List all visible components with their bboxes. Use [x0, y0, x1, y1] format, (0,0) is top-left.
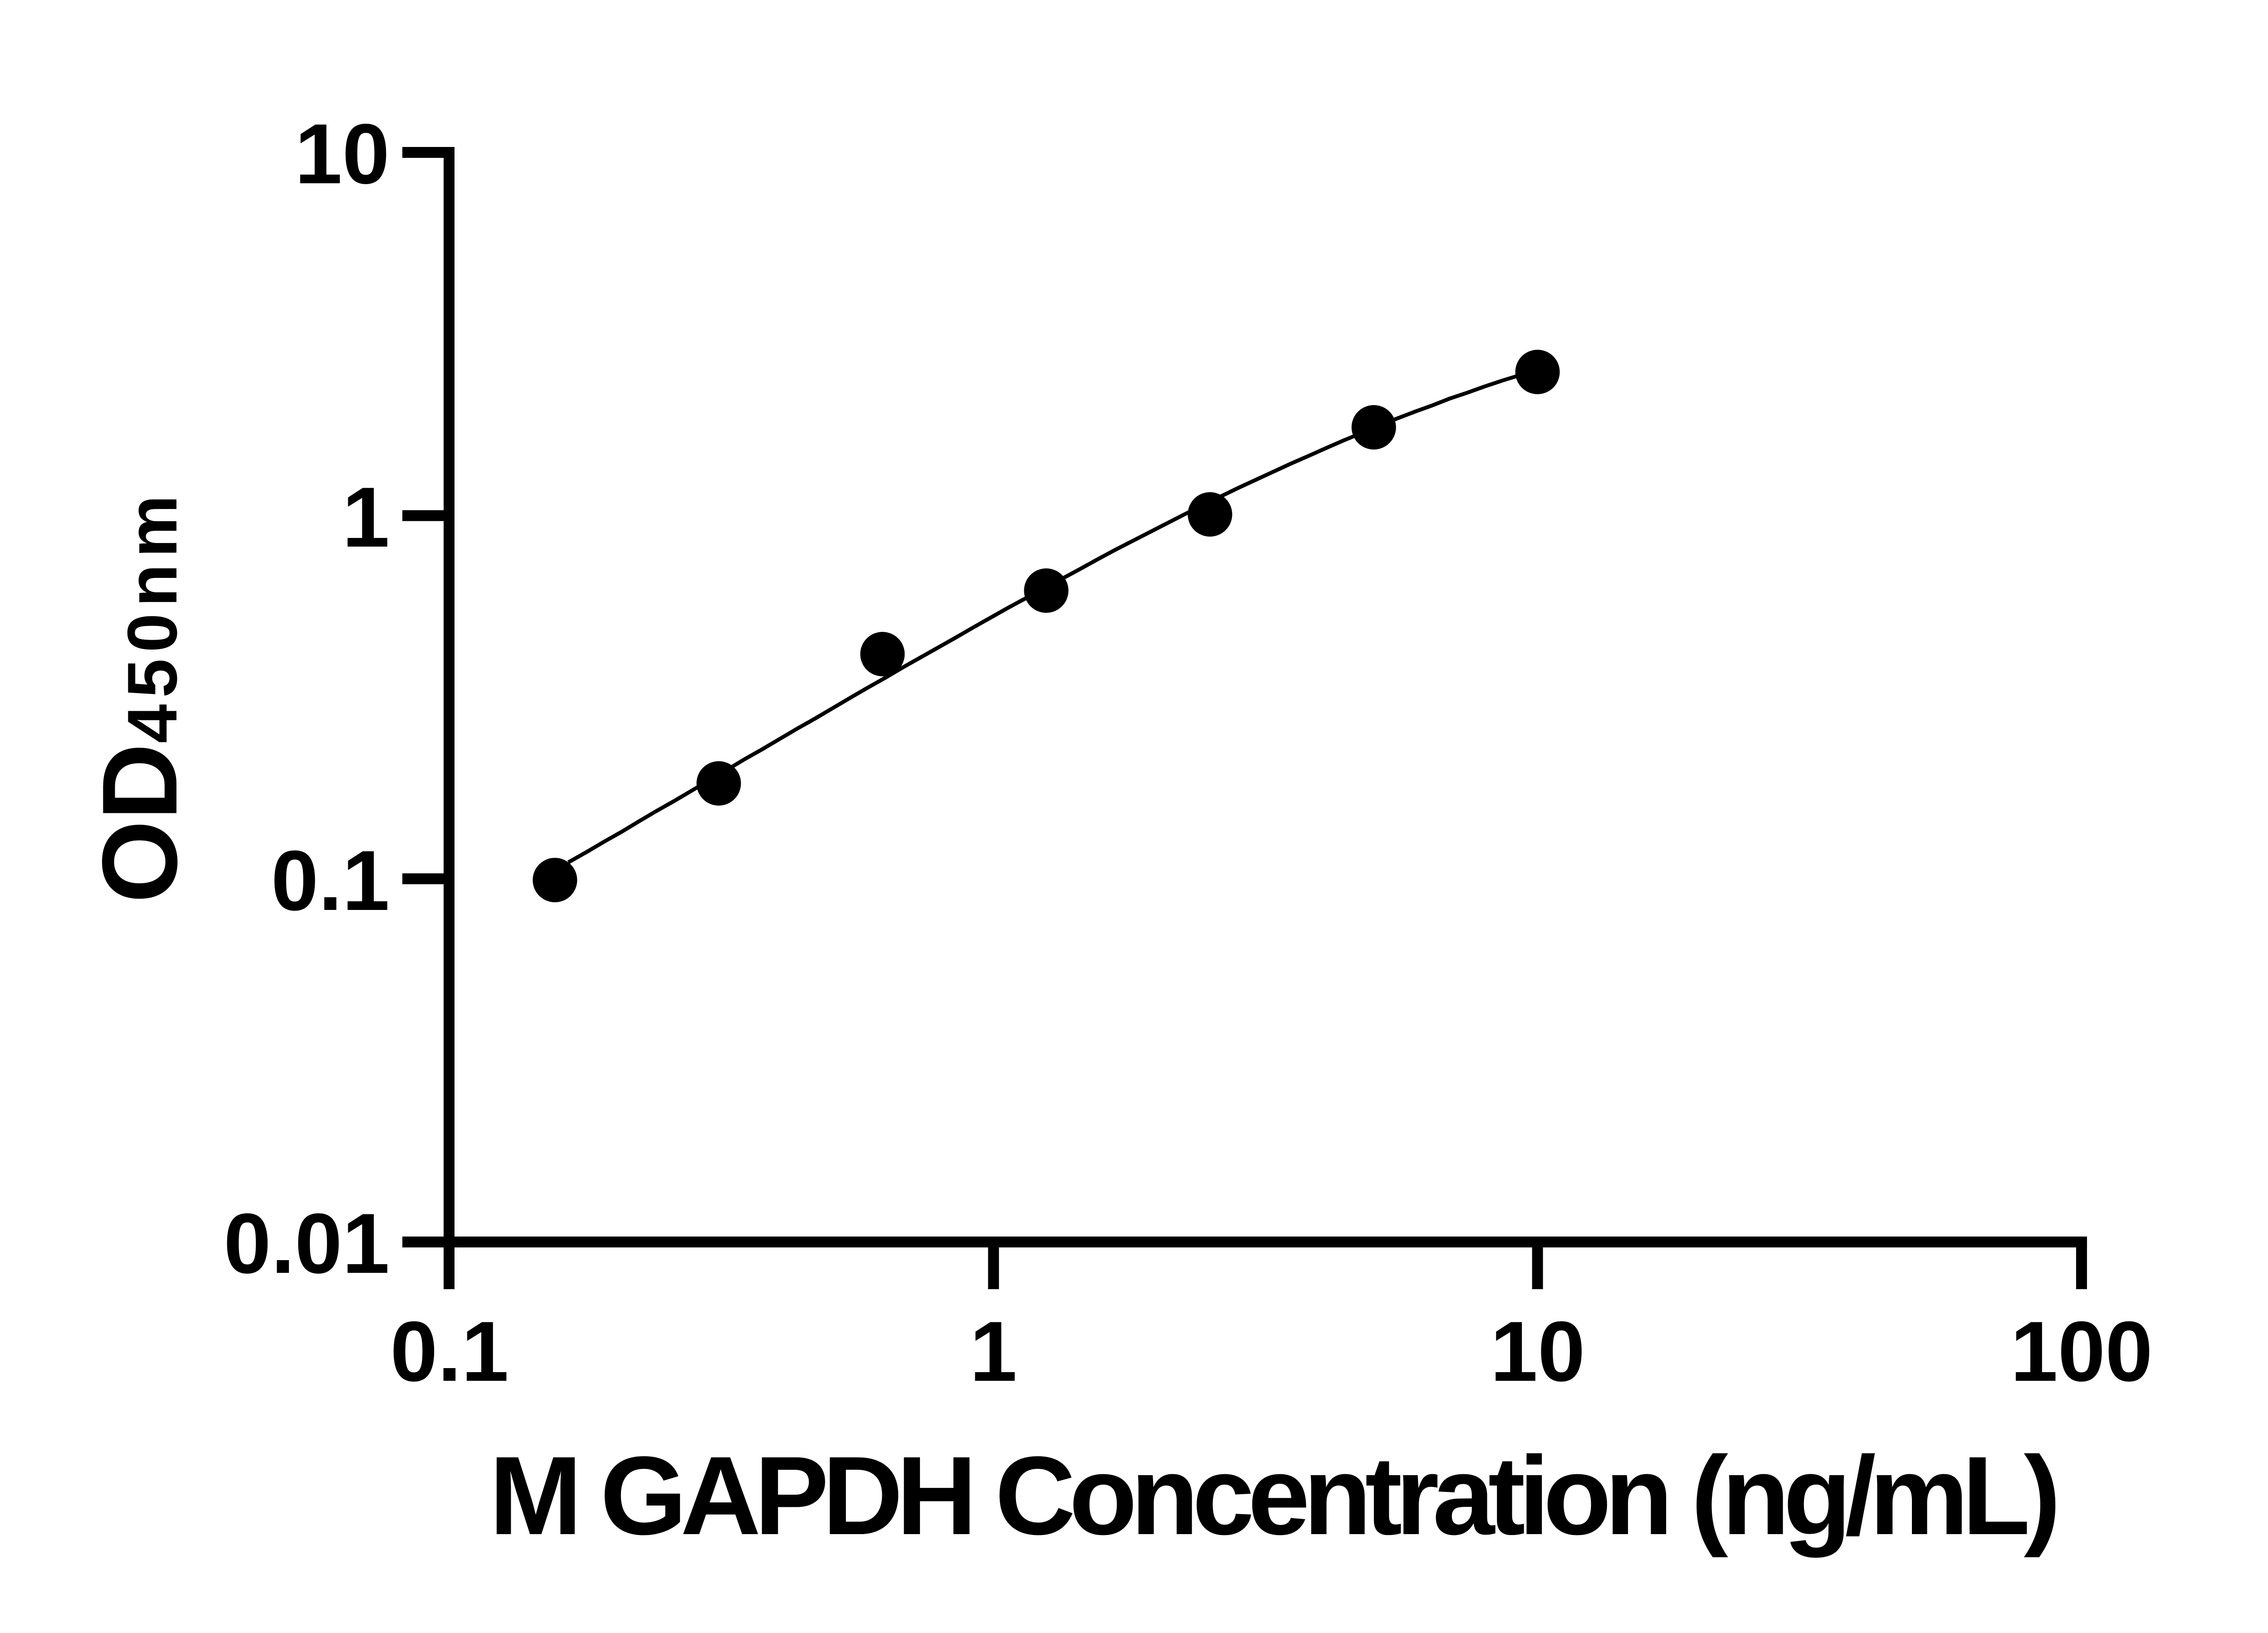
svg-text:0.1: 0.1: [390, 1304, 508, 1399]
svg-text:10: 10: [295, 106, 390, 201]
svg-text:1: 1: [342, 469, 390, 565]
svg-text:0.01: 0.01: [224, 1196, 390, 1291]
svg-text:0.1: 0.1: [271, 833, 390, 928]
svg-text:10: 10: [1490, 1304, 1585, 1399]
svg-text:M GAPDH Concentration (ng/mL): M GAPDH Concentration (ng/mL): [489, 1433, 2061, 1558]
svg-text:100: 100: [2010, 1304, 2153, 1399]
svg-text:1: 1: [970, 1304, 1017, 1399]
